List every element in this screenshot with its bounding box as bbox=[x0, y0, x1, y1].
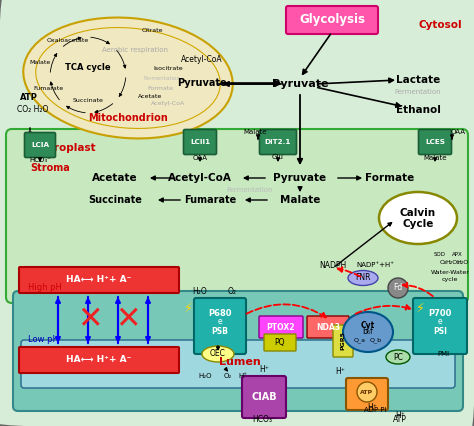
Ellipse shape bbox=[348, 271, 378, 285]
Text: H⁺: H⁺ bbox=[367, 403, 377, 412]
Text: High pH: High pH bbox=[28, 282, 62, 291]
Text: H⁺: H⁺ bbox=[238, 373, 247, 379]
Text: Water-Water: Water-Water bbox=[430, 270, 469, 274]
Text: Cyt: Cyt bbox=[361, 320, 375, 329]
Circle shape bbox=[357, 382, 377, 402]
FancyBboxPatch shape bbox=[13, 291, 463, 411]
Text: Aerobic respiration: Aerobic respiration bbox=[102, 47, 168, 53]
Text: Mitochondrion: Mitochondrion bbox=[88, 113, 168, 123]
FancyBboxPatch shape bbox=[333, 325, 353, 357]
Text: HA⟷ H⁺+ A⁻: HA⟷ H⁺+ A⁻ bbox=[66, 276, 132, 285]
Text: TCA cycle: TCA cycle bbox=[65, 63, 111, 72]
Text: Q_b: Q_b bbox=[370, 337, 382, 343]
FancyBboxPatch shape bbox=[194, 298, 246, 354]
Text: Succinate: Succinate bbox=[73, 98, 103, 103]
Text: H⁺: H⁺ bbox=[395, 411, 405, 420]
FancyBboxPatch shape bbox=[259, 130, 297, 155]
Text: O₂: O₂ bbox=[439, 259, 447, 265]
Text: Isocitrate: Isocitrate bbox=[153, 66, 183, 70]
Text: H⁺: H⁺ bbox=[259, 366, 269, 374]
Text: Malate: Malate bbox=[280, 195, 320, 205]
Ellipse shape bbox=[343, 312, 393, 352]
Text: Cytosol: Cytosol bbox=[418, 20, 462, 30]
Text: Pyruvate: Pyruvate bbox=[273, 173, 327, 183]
FancyBboxPatch shape bbox=[286, 6, 378, 34]
Text: ⚡: ⚡ bbox=[416, 302, 424, 314]
Text: Formate: Formate bbox=[365, 173, 415, 183]
FancyBboxPatch shape bbox=[6, 129, 468, 303]
Text: PTOX2: PTOX2 bbox=[267, 322, 295, 331]
Text: e: e bbox=[438, 317, 442, 326]
FancyBboxPatch shape bbox=[346, 378, 388, 410]
Text: LCES: LCES bbox=[425, 139, 445, 145]
Text: HCO₃⁻: HCO₃⁻ bbox=[252, 415, 276, 424]
Text: SOD: SOD bbox=[434, 253, 446, 257]
Text: FNR: FNR bbox=[355, 273, 371, 282]
Text: Acetyl-CoA: Acetyl-CoA bbox=[151, 101, 185, 106]
FancyBboxPatch shape bbox=[419, 130, 452, 155]
Text: LCIA: LCIA bbox=[31, 142, 49, 148]
FancyBboxPatch shape bbox=[19, 347, 179, 373]
FancyBboxPatch shape bbox=[307, 316, 349, 338]
Text: Fermentation: Fermentation bbox=[227, 187, 273, 193]
Text: Malate: Malate bbox=[29, 60, 51, 64]
Text: Glu: Glu bbox=[272, 154, 284, 160]
Ellipse shape bbox=[386, 350, 410, 364]
Text: O₂: O₂ bbox=[228, 288, 237, 296]
Text: Fermentation: Fermentation bbox=[395, 89, 441, 95]
Text: Malate: Malate bbox=[243, 129, 267, 135]
Text: e: e bbox=[218, 317, 222, 326]
Text: ADP Pi: ADP Pi bbox=[364, 407, 386, 413]
FancyBboxPatch shape bbox=[21, 340, 455, 388]
Text: PSB: PSB bbox=[211, 326, 228, 336]
Text: OEC: OEC bbox=[210, 349, 226, 359]
Text: NDA3: NDA3 bbox=[316, 322, 340, 331]
Text: ATP: ATP bbox=[360, 389, 374, 394]
FancyBboxPatch shape bbox=[19, 267, 179, 293]
FancyBboxPatch shape bbox=[413, 298, 467, 354]
Text: Malate: Malate bbox=[423, 155, 447, 161]
Ellipse shape bbox=[202, 346, 234, 362]
Text: Fumarate: Fumarate bbox=[33, 86, 63, 90]
Text: H₂O: H₂O bbox=[457, 259, 469, 265]
Text: Pyruvate: Pyruvate bbox=[177, 78, 227, 88]
Text: ✕: ✕ bbox=[77, 305, 103, 334]
Text: O₂: O₂ bbox=[224, 373, 232, 379]
Text: Acetate: Acetate bbox=[138, 93, 162, 98]
Text: Oxaloacetate: Oxaloacetate bbox=[47, 37, 89, 43]
Text: Formate: Formate bbox=[147, 86, 173, 90]
Text: cycle: cycle bbox=[442, 276, 458, 282]
Text: HA⟷ H⁺+ A⁻: HA⟷ H⁺+ A⁻ bbox=[66, 356, 132, 365]
Text: PSI: PSI bbox=[433, 326, 447, 336]
Text: b₆f: b₆f bbox=[363, 328, 374, 337]
Text: ATP: ATP bbox=[20, 93, 38, 103]
Text: DiT2.1: DiT2.1 bbox=[265, 139, 291, 145]
Text: Lumen: Lumen bbox=[219, 357, 261, 367]
Text: Fd: Fd bbox=[393, 283, 402, 293]
Text: H⁺: H⁺ bbox=[335, 368, 345, 377]
Text: ✕: ✕ bbox=[115, 305, 141, 334]
Text: Calvin: Calvin bbox=[400, 208, 436, 218]
Text: Pyruvate: Pyruvate bbox=[272, 79, 328, 89]
Text: OAA: OAA bbox=[192, 155, 208, 161]
Circle shape bbox=[388, 278, 408, 298]
FancyBboxPatch shape bbox=[183, 130, 217, 155]
Text: LCII1: LCII1 bbox=[190, 139, 210, 145]
Text: Q_a: Q_a bbox=[354, 337, 366, 343]
Text: PMI: PMI bbox=[437, 351, 449, 357]
Text: NADPH: NADPH bbox=[319, 261, 346, 270]
Text: ⚡: ⚡ bbox=[183, 302, 192, 314]
Text: PQ: PQ bbox=[275, 339, 285, 348]
FancyBboxPatch shape bbox=[259, 316, 303, 338]
Text: APX: APX bbox=[452, 253, 462, 257]
Text: H₂O: H₂O bbox=[198, 373, 212, 379]
FancyBboxPatch shape bbox=[264, 334, 296, 351]
Text: OAA: OAA bbox=[450, 129, 465, 135]
Text: Cycle: Cycle bbox=[402, 219, 434, 229]
Text: PGR5: PGR5 bbox=[340, 331, 346, 351]
Text: Citrate: Citrate bbox=[141, 28, 163, 32]
Text: Fermentation: Fermentation bbox=[144, 75, 181, 81]
Text: P680: P680 bbox=[208, 310, 232, 319]
FancyBboxPatch shape bbox=[25, 132, 55, 158]
